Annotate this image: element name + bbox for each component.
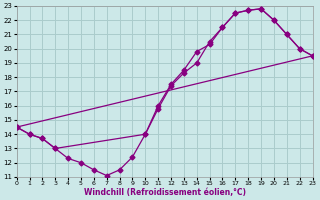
X-axis label: Windchill (Refroidissement éolien,°C): Windchill (Refroidissement éolien,°C): [84, 188, 245, 197]
